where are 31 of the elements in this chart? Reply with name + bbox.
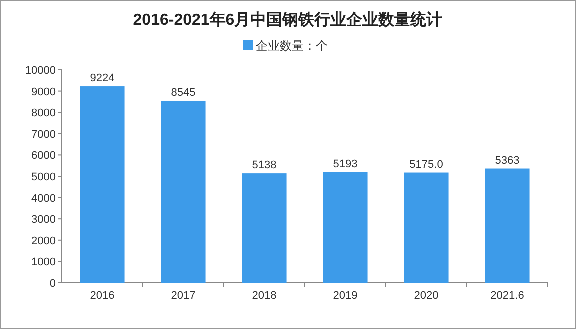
x-tick-label: 2016 [90,290,115,302]
y-tick-label: 7000 [32,128,56,141]
bar [161,100,206,283]
bar [323,172,368,283]
y-tick-label: 4000 [32,192,56,205]
legend-label: 企业数量：个 [256,39,328,53]
data-label: 9224 [90,72,115,85]
bar [80,86,125,283]
y-tick-label: 10000 [25,65,56,77]
data-label: 5363 [495,154,520,167]
y-tick-label: 0 [50,278,56,290]
y-tick-label: 9000 [32,86,56,98]
bar [485,168,530,283]
x-tick-label: 2017 [171,290,196,302]
y-tick-label: 6000 [32,150,56,162]
x-tick-label: 2020 [414,290,439,302]
y-tick-label: 5000 [32,172,56,184]
data-label: 5138 [252,160,277,172]
y-tick-label: 8000 [32,108,56,120]
data-label: 5193 [333,158,358,170]
y-tick-label: 3000 [32,214,56,226]
x-tick-label: 2018 [252,290,277,302]
data-label: 8545 [171,86,196,99]
bar [404,172,449,283]
data-label: 5175.0 [410,158,444,171]
chart-title: 2016-2021年6月中国钢铁行业企业数量统计 [133,11,443,29]
bar [242,174,287,283]
y-tick-label: 1000 [32,256,56,269]
y-tick-label: 2000 [32,235,56,248]
x-tick-label: 2021.6 [490,290,524,302]
x-tick-label: 2019 [333,290,358,302]
